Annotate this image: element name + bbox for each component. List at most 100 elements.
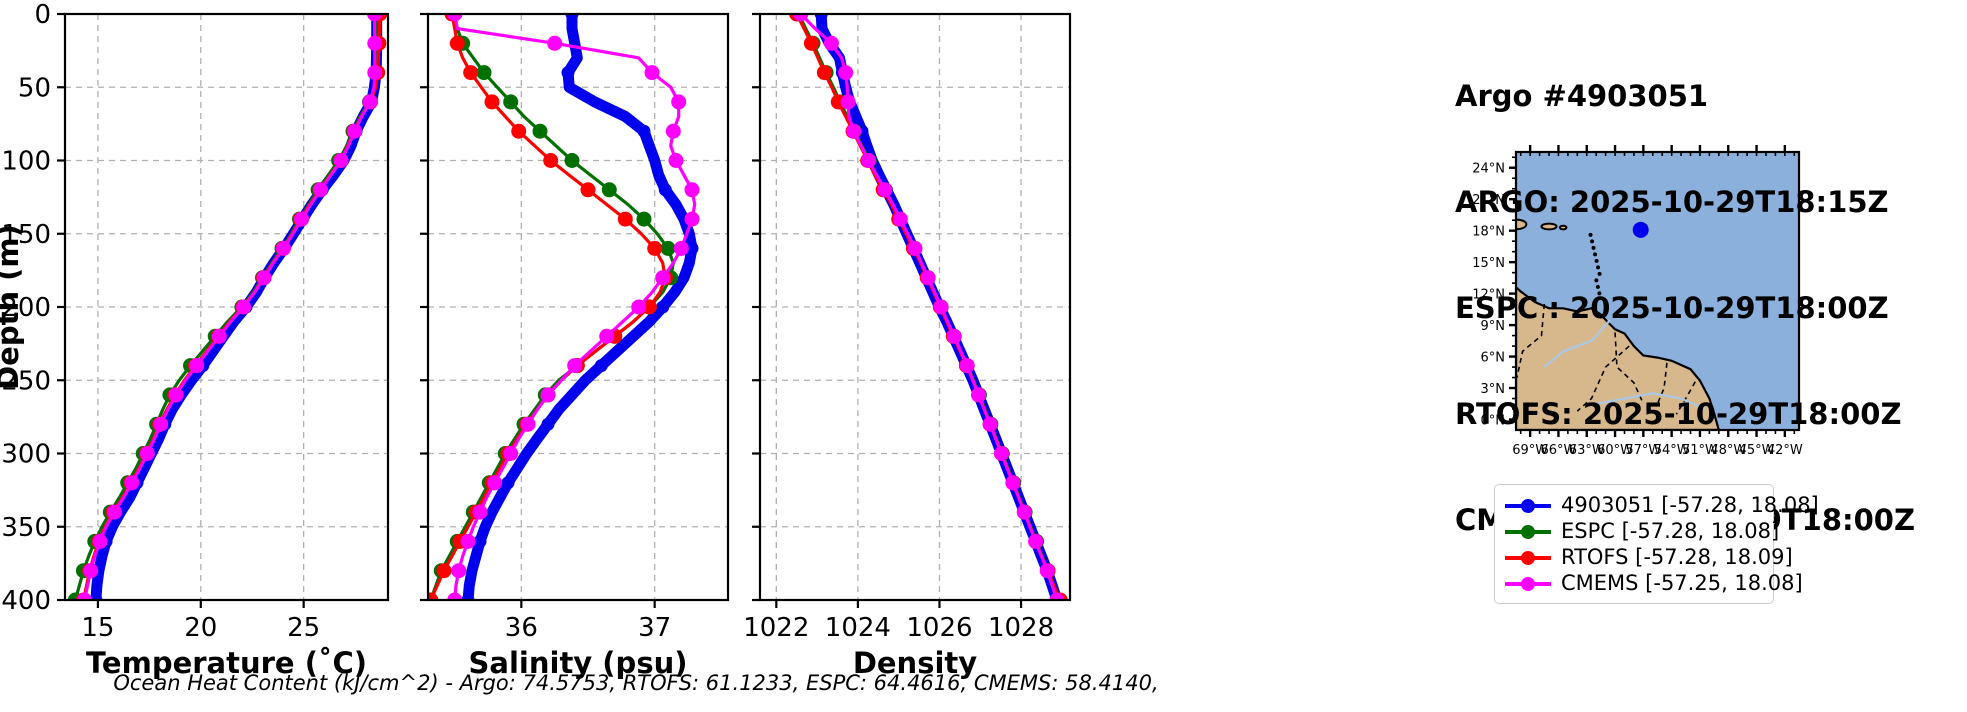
series-marker-argo (658, 183, 672, 197)
map-lon-label-5: 54°W (1654, 443, 1690, 458)
map-island-dot (1591, 245, 1596, 250)
series-marker-argo (561, 66, 575, 80)
series-legend: 4903051 [-57.28, 18.08] ESPC [-57.28, 18… (1494, 484, 1819, 604)
series-marker-rtofs (647, 240, 663, 256)
series-marker-cmems (684, 182, 700, 198)
map-lat-label-5: 15°N (1472, 256, 1505, 271)
map-border-1 (1614, 332, 1645, 405)
series-marker-cmems (673, 240, 689, 256)
series-marker-cmems (362, 94, 378, 110)
legend-item[interactable]: RTOFS [-57.28, 18.09] (1505, 544, 1793, 570)
map-border-3 (1576, 345, 1630, 412)
series-marker-cmems (668, 153, 684, 168)
legend-label-rtofs: RTOFS [-57.28, 18.09] (1561, 545, 1793, 569)
map-lat-label-6: 18°N (1472, 225, 1505, 240)
series-marker-rtofs (543, 153, 559, 168)
yticklabel-250: 250 (1, 366, 51, 396)
series-marker-cmems (971, 387, 987, 403)
series-marker-cmems (982, 416, 998, 432)
series-marker-rtofs (617, 211, 633, 227)
map-landmass-south-america (1516, 285, 1720, 430)
xticklabel-temperature-25: 25 (287, 613, 320, 643)
series-marker-argo (685, 241, 699, 255)
yticklabel-50: 50 (18, 73, 51, 103)
legend-item[interactable]: 4903051 [-57.28, 18.08] (1505, 492, 1819, 518)
series-marker-cmems (472, 504, 488, 520)
series-marker-cmems (861, 153, 876, 168)
map-lat-label-8: 24°N (1472, 162, 1505, 177)
series-marker-cmems (599, 328, 615, 344)
series-marker-cmems (83, 563, 99, 579)
map-island-dot (1593, 252, 1598, 257)
series-marker-cmems (684, 211, 700, 227)
legend-item[interactable]: ESPC [-57.28, 18.08] (1505, 518, 1779, 544)
series-marker-argo (814, 14, 828, 21)
series-marker-cmems (460, 533, 476, 549)
map-lon-label-6: 51°W (1682, 443, 1718, 458)
map-lat-label-4: 12°N (1472, 288, 1505, 303)
series-marker-cmems (840, 94, 856, 110)
series-marker-cmems (946, 328, 962, 344)
legend-swatch-cmems (1505, 573, 1551, 593)
series-marker-rtofs (436, 563, 452, 579)
series-marker-cmems (547, 35, 563, 51)
series-marker-cmems (211, 328, 227, 344)
series-marker-cmems (655, 270, 671, 286)
map-lat-label-2: 6°N (1481, 351, 1506, 366)
map-river-0 (1543, 319, 1612, 368)
series-marker-rtofs (484, 94, 500, 110)
legend-swatch-espc (1505, 521, 1551, 541)
map-border-2 (1656, 362, 1668, 405)
series-marker-argo (565, 14, 579, 21)
xaxis-label-salinity: Salinity (psu) (469, 646, 688, 680)
series-marker-cmems (671, 94, 687, 110)
series-marker-cmems (256, 270, 272, 286)
series-marker-cmems (1039, 563, 1055, 579)
plot-panel-density: 1022 1024 1026 1028 Density (743, 12, 1072, 680)
series-marker-argo (461, 593, 475, 600)
yticklabel-300: 300 (1, 440, 51, 470)
series-marker-cmems (892, 211, 908, 227)
series-marker-argo (594, 359, 608, 373)
series-marker-cmems (347, 123, 363, 139)
map-island-dot (1588, 232, 1593, 237)
map-lat-label-1: 3°N (1481, 382, 1506, 397)
header-line-2: ESPC : 2025-10-29T18:00Z (1455, 291, 1889, 325)
xticklabel-temperature-20: 20 (184, 613, 217, 643)
series-marker-rtofs (511, 123, 527, 139)
series-marker-rtofs (428, 592, 439, 600)
xticklabel-salinity-36: 36 (505, 613, 538, 643)
series-marker-rtofs (803, 35, 819, 51)
series-marker-cmems (451, 563, 467, 579)
xticklabel-salinity-37: 37 (638, 613, 671, 643)
series-marker-cmems (77, 592, 92, 600)
yticklabel-0: 0 (34, 0, 51, 30)
series-marker-cmems (665, 123, 681, 139)
series-marker-rtofs (463, 65, 479, 81)
map-lon-label-8: 45°W (1739, 443, 1775, 458)
series-marker-cmems (503, 446, 519, 461)
map-float-marker[interactable] (1632, 221, 1649, 238)
series-marker-cmems (1016, 504, 1032, 520)
legend-label-argo: 4903051 [-57.28, 18.08] (1561, 493, 1819, 517)
series-marker-cmems (793, 14, 809, 22)
legend-item[interactable]: CMEMS [-57.25, 18.08] (1505, 570, 1803, 596)
series-marker-cmems (367, 65, 383, 81)
map-island-dot (1595, 284, 1600, 289)
xticklabel-temperature-15: 15 (81, 613, 114, 643)
series-marker-cmems (139, 446, 155, 461)
series-marker-cmems (294, 211, 310, 227)
series-marker-cmems (823, 35, 839, 51)
map-border-4 (1675, 381, 1696, 415)
series-marker-cmems (1028, 533, 1044, 549)
series-marker-argo (656, 300, 670, 314)
series-marker-cmems (644, 65, 660, 81)
series-marker-cmems (959, 358, 975, 374)
series-marker-argo (89, 593, 103, 600)
legend-label-espc: ESPC [-57.28, 18.08] (1561, 519, 1780, 543)
header-line-3: RTOFS: 2025-10-29T18:00Z (1455, 397, 1902, 432)
